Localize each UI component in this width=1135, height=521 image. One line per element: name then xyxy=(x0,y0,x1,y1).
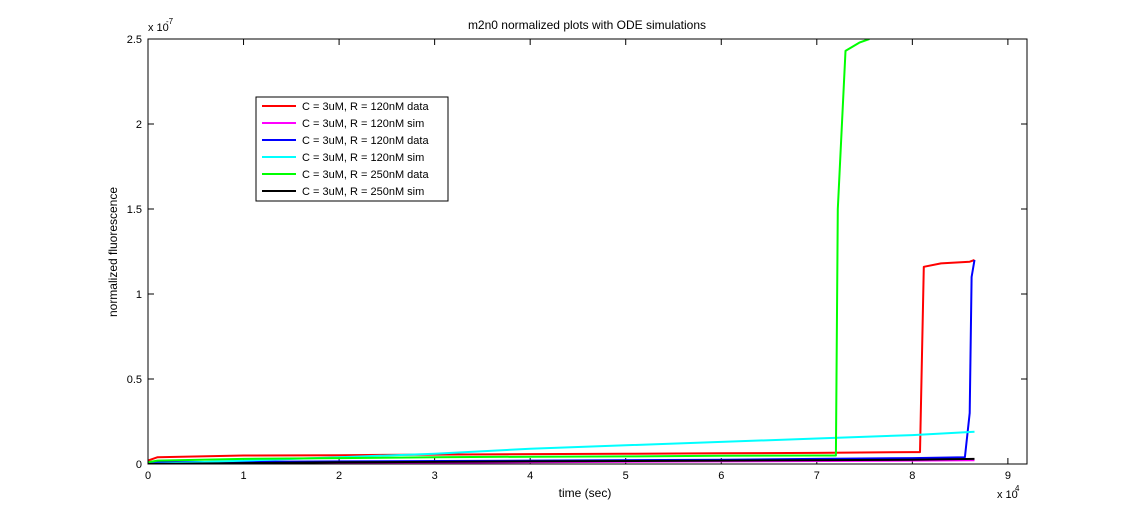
y-tick-label: 0.5 xyxy=(127,374,142,386)
x-tick-label: 4 xyxy=(527,470,533,482)
x-axis-label: time (sec) xyxy=(559,486,612,500)
y-tick-label: 2 xyxy=(136,119,142,131)
x-multiplier-label: x 10 xyxy=(997,489,1018,501)
y-axis-label: normalized fluorescence xyxy=(106,187,120,317)
legend-entry-label: C = 3uM, R = 250nM sim xyxy=(302,186,424,198)
legend-entry-label: C = 3uM, R = 120nM data xyxy=(302,135,429,147)
legend-entry-label: C = 3uM, R = 120nM sim xyxy=(302,118,424,130)
y-multiplier: x 10 -7 xyxy=(148,17,174,34)
x-multiplier: x 10 4 xyxy=(997,484,1020,501)
x-multiplier-exponent: 4 xyxy=(1015,484,1020,493)
series-lines xyxy=(148,39,976,464)
x-tick-label: 1 xyxy=(240,470,246,482)
axes-border xyxy=(147,38,1028,465)
x-tick-label: 0 xyxy=(145,470,151,482)
y-tick-label: 0 xyxy=(136,459,142,471)
x-tick-label: 7 xyxy=(814,470,820,482)
series-line-5 xyxy=(148,39,870,464)
chart-title: m2n0 normalized plots with ODE simulatio… xyxy=(468,18,706,32)
y-multiplier-label: x 10 xyxy=(148,22,169,34)
legend-entry-label: C = 3uM, R = 120nM data xyxy=(302,101,429,113)
x-tick-label: 2 xyxy=(336,470,342,482)
legend-entry-label: C = 3uM, R = 120nM sim xyxy=(302,152,424,164)
x-tick-label: 3 xyxy=(432,470,438,482)
series-line-1 xyxy=(148,259,975,462)
x-tick-label: 8 xyxy=(909,470,915,482)
y-tick-label: 1 xyxy=(136,289,142,301)
y-tick-label: 2.5 xyxy=(127,34,142,46)
x-tick-label: 5 xyxy=(623,470,629,482)
y-multiplier-exponent: -7 xyxy=(166,17,174,26)
series-line-6 xyxy=(148,457,975,464)
legend: C = 3uM, R = 120nM data C = 3uM, R = 120n… xyxy=(255,96,449,202)
x-tick-label: 9 xyxy=(1005,470,1011,482)
legend-box xyxy=(255,96,449,202)
y-tick-label: 1.5 xyxy=(127,204,142,216)
x-tick-label: 6 xyxy=(718,470,724,482)
legend-entry-label: C = 3uM, R = 250nM data xyxy=(302,169,429,181)
